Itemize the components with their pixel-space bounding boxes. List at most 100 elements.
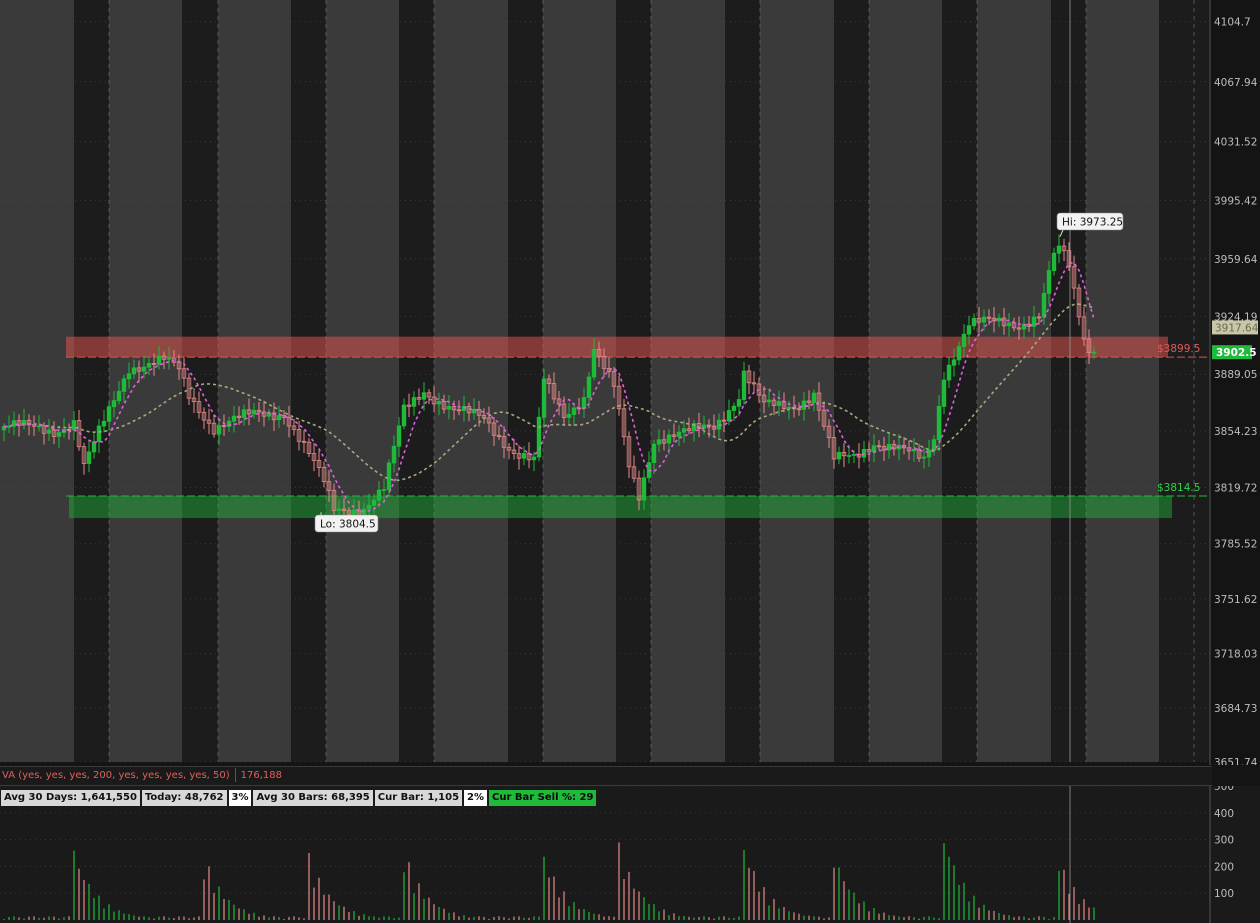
candle-body: [816, 392, 822, 411]
candle-body: [821, 409, 827, 427]
candle-body: [451, 406, 457, 411]
candle-body: [941, 379, 947, 407]
candle-body: [611, 371, 617, 387]
candle-body: [631, 466, 637, 479]
candle-body: [311, 453, 317, 461]
session-band: [869, 0, 942, 762]
candle-body: [286, 417, 292, 427]
candle-body: [121, 378, 127, 392]
candle-body: [401, 404, 407, 427]
candle-body: [141, 366, 147, 372]
low-annotation-text: Lo: 3804.5: [320, 519, 376, 531]
session-band: [543, 0, 616, 762]
candle-body: [6, 425, 12, 428]
prior-price-label: 3917.64: [1215, 322, 1259, 334]
session-band: [651, 0, 725, 762]
candle-body: [91, 441, 97, 453]
candle-body: [666, 434, 672, 444]
high-annotation-text: Hi: 3973.25: [1062, 217, 1123, 229]
candle-body: [751, 382, 757, 385]
candle-body: [886, 443, 892, 451]
candle-body: [206, 419, 212, 424]
cur-bar-sell-box: Cur Bar Sell %: 29: [489, 790, 597, 806]
candle-body: [861, 448, 867, 458]
candle-body: [476, 408, 482, 416]
session-band: [74, 0, 109, 762]
candle-body: [671, 434, 677, 437]
candle-body: [766, 399, 772, 403]
avg-30-bars-box: Avg 30 Bars: 68,395: [253, 790, 373, 806]
candle-body: [1, 426, 7, 431]
price-tick-label: 3889.05: [1214, 369, 1257, 381]
price-tick-label: 3751.62: [1214, 594, 1257, 606]
candle-body: [86, 451, 92, 464]
candle-body: [41, 425, 47, 434]
candle-body: [251, 409, 257, 415]
candle-body: [131, 367, 137, 375]
candle-body: [51, 429, 57, 437]
session-band: [1159, 0, 1210, 762]
candle-body: [856, 453, 862, 458]
candle-body: [276, 415, 282, 421]
volume-tick-label: 100: [1214, 888, 1234, 900]
candle-body: [81, 446, 87, 464]
candle-body: [726, 410, 732, 422]
cur-bar-pct-box: 2%: [464, 790, 488, 806]
indicator-row: VA (yes, yes, yes, 200, yes, yes, yes, y…: [0, 766, 1212, 786]
candle-body: [16, 420, 22, 426]
candle-body: [881, 446, 887, 451]
candle-body: [966, 325, 972, 335]
candle-body: [231, 415, 237, 422]
candle-body: [841, 451, 847, 457]
high-annotation: Hi: 3973.25: [1056, 212, 1124, 237]
session-band: [1051, 0, 1086, 762]
price-tick-label: 3995.42: [1214, 195, 1257, 207]
session-band: [834, 0, 869, 762]
candle-body: [761, 394, 767, 403]
candle-body: [681, 428, 687, 433]
candle-body: [36, 425, 42, 428]
price-chart[interactable]: 4104.74067.944031.523995.423959.643924.1…: [0, 0, 1260, 765]
candle-body: [291, 425, 297, 430]
candle-body: [866, 448, 872, 453]
candle-body: [1086, 338, 1092, 353]
candle-body: [156, 355, 162, 365]
candle-body: [771, 399, 777, 406]
candle-body: [626, 436, 632, 468]
candle-body: [296, 429, 302, 442]
candle-body: [471, 408, 477, 414]
candle-body: [936, 406, 942, 441]
candle-body: [416, 397, 422, 400]
candle-body: [221, 425, 227, 427]
candle-body: [601, 355, 607, 369]
candle-body: [421, 392, 427, 400]
candle-body: [256, 409, 262, 413]
candle-body: [201, 411, 207, 421]
candle-body: [661, 439, 667, 444]
candle-body: [11, 420, 17, 427]
volume-tick-label: 300: [1214, 835, 1234, 847]
candle-body: [641, 477, 647, 501]
candle-body: [411, 397, 417, 407]
volume-chart[interactable]: 500 400 300 200 100: [0, 786, 1260, 923]
candle-body: [1056, 245, 1062, 254]
candle-body: [1071, 266, 1077, 289]
prior-price-box: [1212, 320, 1258, 335]
candle-body: [541, 378, 547, 418]
session-band: [760, 0, 834, 762]
candle-body: [426, 392, 432, 398]
candle-body: [71, 420, 77, 431]
candle-body: [56, 432, 62, 437]
price-tick-label: 3785.52: [1214, 538, 1257, 550]
candle-body: [1091, 351, 1097, 354]
candle-body: [911, 448, 917, 452]
candle-body: [326, 481, 332, 491]
candle-body: [321, 467, 327, 483]
candle-body: [931, 439, 937, 451]
candle-body: [566, 414, 572, 418]
volume-bars: [3, 842, 1095, 920]
candle-body: [236, 415, 242, 418]
candle-body: [706, 424, 712, 427]
candle-body: [836, 451, 842, 460]
cur-bar-box: Cur Bar: 1,105: [374, 790, 463, 806]
